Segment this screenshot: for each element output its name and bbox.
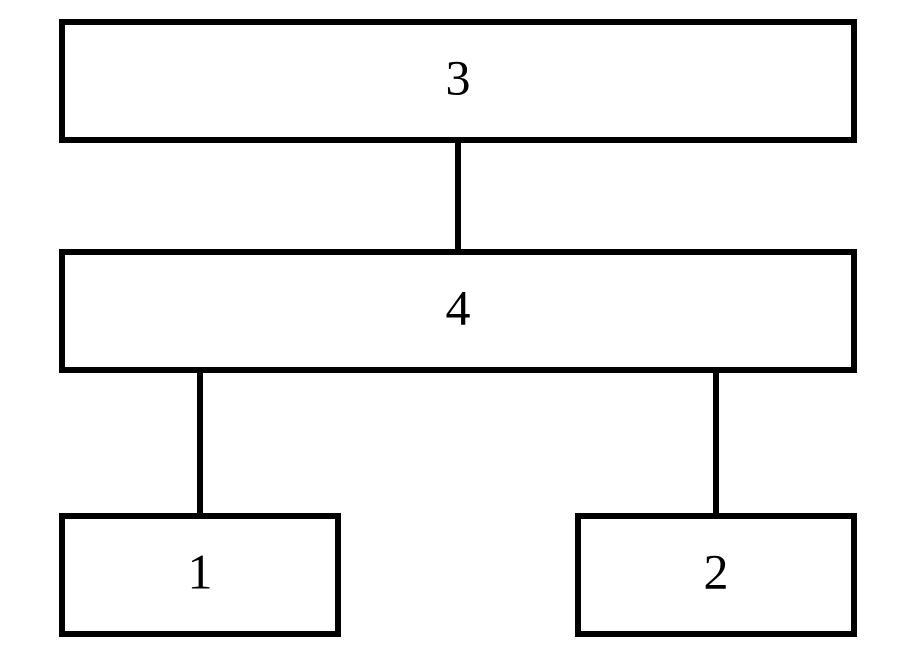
diagram-canvas: 3 4 1 2 (0, 0, 914, 670)
node-2: 2 (578, 516, 854, 634)
node-4-label: 4 (446, 279, 471, 335)
node-1: 1 (62, 516, 338, 634)
node-3: 3 (62, 22, 854, 140)
node-2-label: 2 (704, 543, 729, 599)
node-4: 4 (62, 252, 854, 370)
node-3-label: 3 (446, 49, 471, 105)
node-1-label: 1 (188, 543, 213, 599)
